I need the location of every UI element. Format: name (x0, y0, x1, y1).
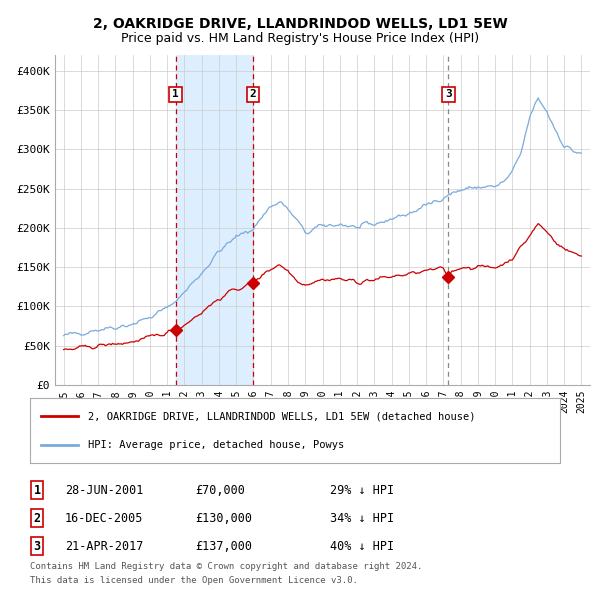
Text: £70,000: £70,000 (195, 483, 245, 497)
Text: £130,000: £130,000 (195, 512, 252, 525)
Text: 2, OAKRIDGE DRIVE, LLANDRINDOD WELLS, LD1 5EW (detached house): 2, OAKRIDGE DRIVE, LLANDRINDOD WELLS, LD… (88, 411, 476, 421)
Text: Contains HM Land Registry data © Crown copyright and database right 2024.: Contains HM Land Registry data © Crown c… (30, 562, 422, 571)
Text: 1: 1 (34, 483, 41, 497)
Text: £137,000: £137,000 (195, 539, 252, 552)
Text: This data is licensed under the Open Government Licence v3.0.: This data is licensed under the Open Gov… (30, 576, 358, 585)
Text: HPI: Average price, detached house, Powys: HPI: Average price, detached house, Powy… (88, 440, 344, 450)
Text: 3: 3 (34, 539, 41, 552)
Text: 2, OAKRIDGE DRIVE, LLANDRINDOD WELLS, LD1 5EW: 2, OAKRIDGE DRIVE, LLANDRINDOD WELLS, LD… (92, 17, 508, 31)
Text: 21-APR-2017: 21-APR-2017 (65, 539, 143, 552)
Text: 34% ↓ HPI: 34% ↓ HPI (330, 512, 394, 525)
Text: 28-JUN-2001: 28-JUN-2001 (65, 483, 143, 497)
Text: 1: 1 (172, 89, 179, 99)
Text: 16-DEC-2005: 16-DEC-2005 (65, 512, 143, 525)
Text: 29% ↓ HPI: 29% ↓ HPI (330, 483, 394, 497)
Bar (176, 55, 253, 385)
Text: Price paid vs. HM Land Registry's House Price Index (HPI): Price paid vs. HM Land Registry's House … (121, 32, 479, 45)
Text: 2: 2 (250, 89, 256, 99)
Text: 40% ↓ HPI: 40% ↓ HPI (330, 539, 394, 552)
Text: 2: 2 (34, 512, 41, 525)
Text: 3: 3 (445, 89, 452, 99)
